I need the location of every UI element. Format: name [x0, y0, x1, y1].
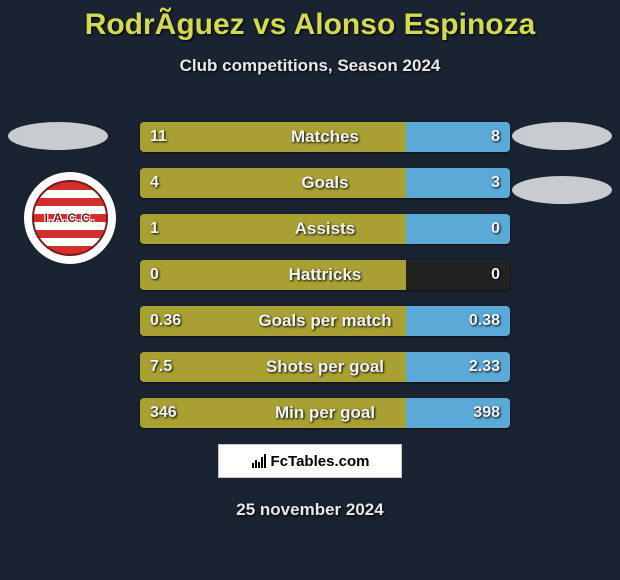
stat-bar-left — [140, 122, 406, 152]
placeholder-ellipse-right-1 — [512, 122, 612, 150]
stat-bar-right — [406, 168, 510, 198]
stat-bar-left — [140, 352, 406, 382]
club-crest-inner: I.A.C.C. — [32, 180, 108, 256]
stat-bar-left — [140, 260, 406, 290]
stat-row: 10Assists — [140, 214, 510, 244]
club-crest: I.A.C.C. — [24, 172, 116, 264]
stat-row: 43Goals — [140, 168, 510, 198]
stat-bar-left — [140, 168, 406, 198]
stat-row: 00Hattricks — [140, 260, 510, 290]
placeholder-ellipse-left — [8, 122, 108, 150]
page-subtitle: Club competitions, Season 2024 — [0, 56, 620, 76]
stat-row: 346398Min per goal — [140, 398, 510, 428]
club-crest-text: I.A.C.C. — [45, 211, 96, 225]
brand-attribution[interactable]: FcTables.com — [218, 444, 402, 478]
stat-bar-right — [406, 398, 510, 428]
stat-bar-right — [406, 122, 510, 152]
report-date: 25 november 2024 — [0, 500, 620, 520]
brand-text: FcTables.com — [271, 453, 370, 470]
stat-bar-right — [406, 214, 510, 244]
stat-row: 0.360.38Goals per match — [140, 306, 510, 336]
stat-bar-left — [140, 306, 406, 336]
placeholder-ellipse-right-2 — [512, 176, 612, 204]
stat-bar-right — [406, 352, 510, 382]
stat-row: 118Matches — [140, 122, 510, 152]
stat-bar-left — [140, 214, 406, 244]
stat-bar-right — [406, 306, 510, 336]
stats-bars: 118Matches 43Goals 10Assists 00Hattricks 0.3… — [140, 122, 510, 444]
stat-value-right: 0 — [491, 260, 500, 290]
stat-bar-left — [140, 398, 406, 428]
stat-row: 7.52.33Shots per goal — [140, 352, 510, 382]
comparison-card: RodrÃguez vs Alonso Espinoza Club compet… — [0, 0, 620, 580]
brand-icon — [251, 453, 267, 469]
page-title: RodrÃguez vs Alonso Espinoza — [0, 0, 620, 42]
